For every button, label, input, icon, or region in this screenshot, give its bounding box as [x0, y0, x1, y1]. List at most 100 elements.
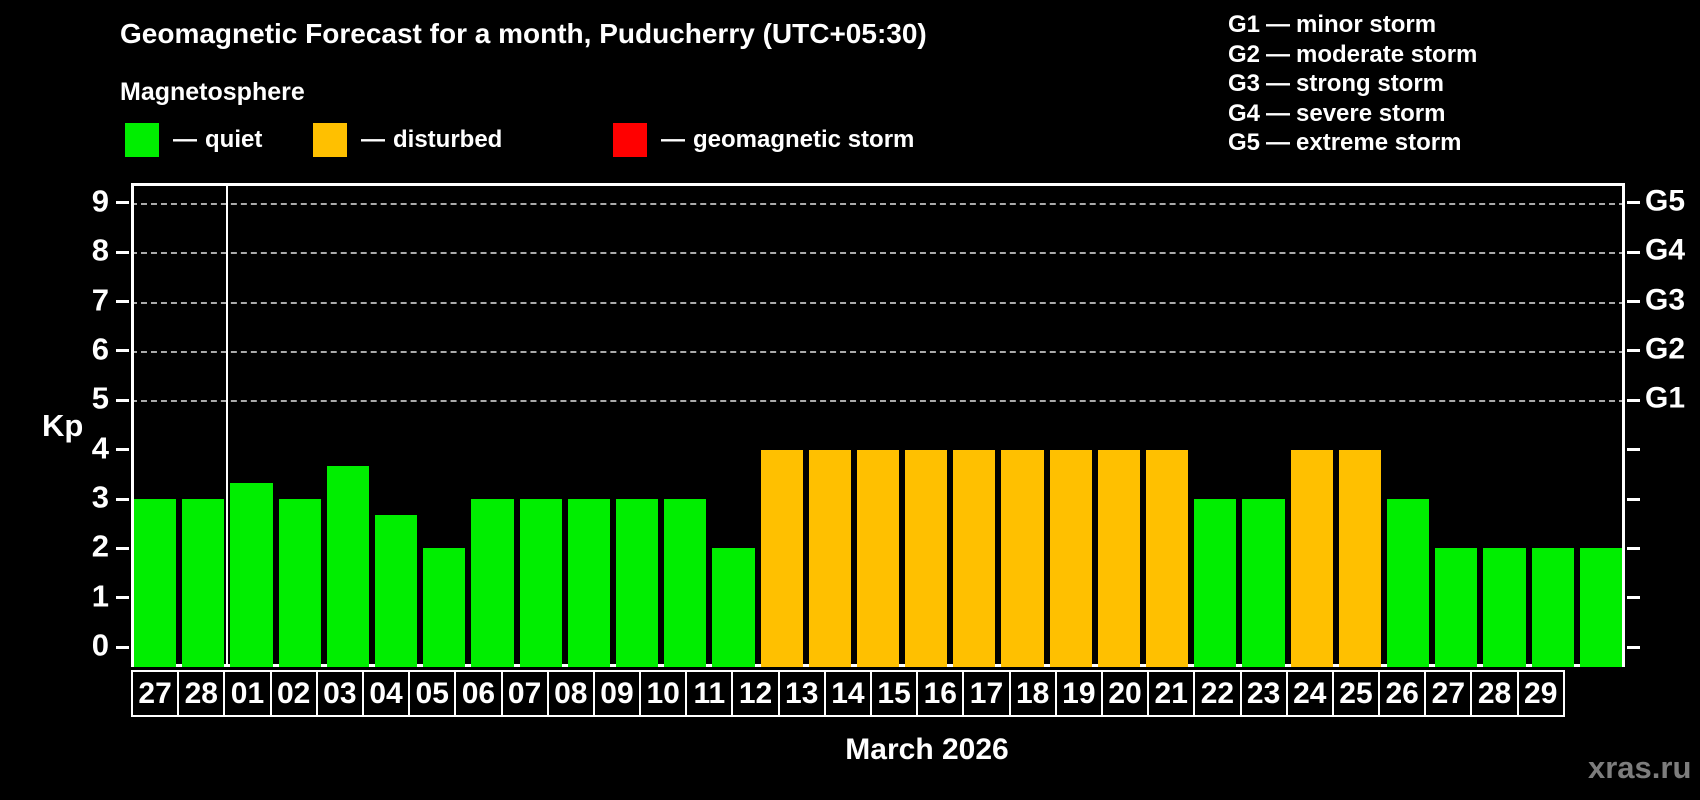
day-label-28: 28	[177, 670, 226, 717]
kp-bar-day-25	[1387, 499, 1430, 667]
day-label-22: 22	[1193, 670, 1242, 717]
y-tick-label-0: 0	[91, 627, 109, 663]
chart-subtitle: Magnetosphere	[120, 78, 305, 106]
g4-text: severe storm	[1296, 99, 1446, 127]
kp-bar-day-13	[808, 449, 851, 667]
g-axis-label-g5: G5	[1645, 184, 1686, 218]
legend-label-disturbed: disturbed	[393, 126, 503, 153]
day-label-17: 17	[962, 670, 1011, 717]
kp-bar-day-23	[1290, 449, 1333, 667]
g-legend-row-g5: G5— extreme storm	[1228, 128, 1477, 158]
quiet-color-swatch	[125, 123, 159, 157]
kp-bar-day-01	[230, 482, 273, 667]
kp-bar-day-19	[1097, 449, 1141, 667]
kp-bar-day-21	[1194, 499, 1237, 667]
kp-bar-day-27	[1483, 548, 1526, 667]
kp-bar-day-24	[1338, 449, 1382, 667]
watermark: xras.ru	[1588, 750, 1692, 785]
y-tick-label-6: 6	[91, 331, 109, 367]
legend-dash: —	[661, 126, 685, 153]
g1-level: G1	[1228, 11, 1261, 38]
day-label-26: 26	[1378, 670, 1427, 717]
day-label-09: 09	[592, 670, 642, 717]
day-label-20: 20	[1100, 670, 1150, 717]
g4-level: G4	[1228, 99, 1261, 127]
legend-item-quiet: — quiet	[125, 121, 262, 159]
kp-bar-day-20	[1146, 449, 1189, 667]
day-label-29: 29	[1516, 670, 1565, 717]
g-axis-label-g3: G3	[1645, 283, 1686, 317]
kp-bar-day-02	[278, 499, 321, 667]
y-tick-label-2: 2	[91, 529, 109, 565]
gridline-kp5	[131, 400, 1625, 403]
kp-bar-day-12	[760, 449, 803, 667]
g2-text: moderate storm	[1296, 40, 1478, 68]
kp-bar-day-09	[615, 499, 659, 667]
left-axis-tick-3	[116, 497, 129, 501]
kp-bar-day-11	[712, 548, 755, 667]
left-axis-tick-1	[116, 596, 129, 600]
kp-bar-day-29	[1579, 548, 1622, 667]
right-axis-tick-2	[1627, 546, 1640, 550]
kp-bar-day-15	[905, 449, 948, 667]
day-label-10: 10	[639, 670, 688, 717]
right-axis-tick-7	[1627, 300, 1640, 304]
day-label-02: 02	[269, 670, 318, 717]
kp-bar-day-22	[1242, 499, 1285, 667]
day-label-25: 25	[1331, 670, 1381, 717]
right-axis-tick-5	[1627, 398, 1640, 402]
kp-bar-day-10	[664, 499, 707, 667]
left-axis-tick-2	[116, 546, 129, 550]
g5-level: G5	[1228, 129, 1261, 156]
g-legend-dash: —	[1266, 40, 1291, 68]
plot-area: 0 1 2 3 4 5 6 7 8 9 G1 G2 G3 G4 G5	[92, 183, 1685, 667]
disturbed-color-swatch	[313, 123, 347, 157]
g2-level: G2	[1228, 40, 1261, 68]
day-label-27: 27	[1424, 670, 1473, 717]
left-axis-tick-4	[116, 448, 129, 452]
day-label-16: 16	[916, 670, 965, 717]
day-label-04: 04	[361, 670, 411, 717]
kp-bar-day-04	[374, 515, 418, 667]
day-label-03: 03	[315, 670, 364, 717]
day-label-28: 28	[1470, 670, 1519, 717]
gridline-kp6	[131, 350, 1625, 353]
g-legend-dash: —	[1266, 70, 1291, 97]
y-tick-label-8: 8	[91, 232, 109, 268]
month-boundary-line	[226, 183, 229, 667]
gridline-kp9	[131, 202, 1625, 205]
legend-item-geomagnetic-storm: — geomagnetic storm	[613, 121, 914, 159]
right-axis-tick-6	[1627, 349, 1640, 353]
x-axis-title: March 2026	[845, 733, 1009, 766]
day-label-18: 18	[1008, 670, 1057, 717]
right-axis-tick-3	[1627, 497, 1640, 501]
g3-level: G3	[1228, 70, 1261, 97]
kp-bar-day-06	[471, 499, 514, 667]
day-label-14: 14	[823, 670, 872, 717]
kp-bar-day-27	[134, 499, 177, 667]
legend-item-disturbed: — disturbed	[313, 121, 502, 159]
legend-dash: —	[361, 126, 385, 153]
left-axis-tick-8	[116, 250, 129, 254]
kp-bar-day-14	[856, 449, 900, 667]
y-tick-label-5: 5	[91, 380, 109, 416]
g-axis-label-g4: G4	[1645, 233, 1686, 267]
right-axis-tick-0	[1627, 645, 1640, 649]
g-legend-dash: —	[1266, 99, 1291, 127]
geomagnetic-storm-color-swatch	[613, 123, 647, 157]
left-axis-tick-6	[116, 349, 129, 353]
kp-bar-day-26	[1435, 548, 1478, 667]
y-axis-label: Kp	[42, 408, 84, 443]
left-axis-tick-5	[116, 398, 129, 402]
kp-bar-day-05	[423, 548, 466, 667]
gridline-kp7	[131, 301, 1625, 304]
kp-bar-day-07	[519, 499, 562, 667]
right-axis-tick-4	[1627, 448, 1640, 452]
kp-bar-day-08	[567, 499, 610, 667]
left-axis-tick-9	[116, 201, 129, 205]
kp-bar-day-16	[953, 449, 996, 667]
kp-bar-day-17	[1001, 449, 1044, 667]
y-tick-label-4: 4	[91, 430, 109, 466]
day-label-08: 08	[546, 670, 595, 717]
